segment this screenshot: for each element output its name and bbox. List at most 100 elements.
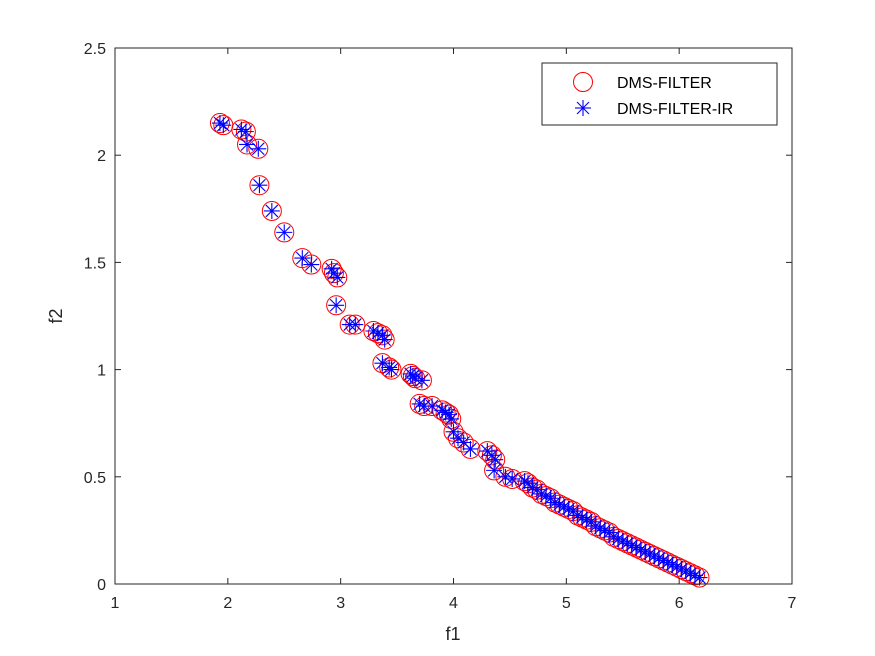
data-point-circle (209, 113, 230, 134)
data-point-asterisk (462, 440, 479, 457)
y-tick-label: 1 (97, 363, 106, 380)
data-point-circle (274, 222, 295, 243)
data-point-asterisk (668, 558, 685, 575)
data-point-asterisk (376, 331, 393, 348)
data-point-circle (323, 263, 344, 284)
data-point-asterisk (551, 496, 568, 513)
data-point-asterisk (325, 265, 342, 282)
y-tick-label: 0.5 (84, 470, 106, 487)
data-point-asterisk (556, 498, 573, 515)
data-point-asterisk (250, 140, 267, 157)
data-point-circle (367, 323, 388, 344)
data-point-circle (460, 438, 481, 459)
data-point-asterisk (605, 528, 622, 545)
legend-marker-circle (573, 72, 593, 92)
data-point-asterisk (374, 327, 391, 344)
data-point-asterisk (347, 316, 364, 333)
axes: 1 2 3 4 5 6 7 0 0.5 1 1.5 2 2.5 (84, 41, 797, 612)
data-point-asterisk (486, 462, 503, 479)
data-point-asterisk (659, 554, 676, 571)
data-point-circle (326, 295, 347, 316)
data-point-circle (379, 357, 400, 378)
data-point-asterisk (383, 361, 400, 378)
x-tick-label: 3 (336, 595, 345, 612)
legend-label: DMS-FILTER (617, 75, 712, 92)
y-tick-label: 2 (97, 148, 106, 165)
data-point-asterisk (443, 410, 460, 427)
x-tick-label: 4 (449, 595, 458, 612)
y-tick-label: 1.5 (84, 255, 106, 272)
data-point-asterisk (610, 530, 627, 547)
data-point-asterisk (487, 451, 504, 468)
data-point-asterisk (560, 500, 577, 517)
data-point-asterisk (276, 224, 293, 241)
data-point-asterisk (623, 537, 640, 554)
data-point-asterisk (237, 123, 254, 140)
data-point-asterisk (497, 468, 514, 485)
data-point-asterisk (587, 518, 604, 535)
data-point-asterisk (504, 470, 521, 487)
data-point-circle (248, 138, 269, 159)
data-point-asterisk (294, 250, 311, 267)
data-point-asterisk (483, 447, 500, 464)
data-point-asterisk (538, 488, 555, 505)
data-point-asterisk (628, 539, 645, 556)
data-point-asterisk (365, 323, 382, 340)
data-point-circle (443, 421, 464, 442)
data-point-asterisk (329, 269, 346, 286)
data-point-asterisk (328, 297, 345, 314)
data-point-asterisk (592, 520, 609, 537)
data-point-asterisk (691, 569, 708, 586)
data-point-asterisk (251, 177, 268, 194)
data-point-asterisk (440, 406, 457, 423)
y-axis-label: f2 (46, 308, 66, 323)
data-point-asterisk (650, 550, 667, 567)
legend: DMS-FILTER DMS-FILTER-IR (541, 62, 778, 126)
data-point-asterisk (547, 494, 564, 511)
data-point-asterisk (596, 522, 613, 539)
plot-area (115, 48, 792, 588)
data-point-circle (435, 402, 456, 423)
data-point-asterisk (682, 565, 699, 582)
legend-label: DMS-FILTER-IR (617, 101, 733, 118)
y-tick-label: 0 (97, 577, 106, 594)
x-tick-label: 6 (675, 595, 684, 612)
data-point-circle (235, 121, 256, 142)
x-tick-label: 2 (223, 595, 232, 612)
data-point-asterisk (263, 202, 280, 219)
data-point-asterisk (215, 117, 232, 134)
data-point-asterisk (413, 372, 430, 389)
data-point-asterisk (632, 541, 649, 558)
data-point-asterisk (303, 256, 320, 273)
data-point-asterisk (578, 511, 595, 528)
data-point-asterisk (686, 567, 703, 584)
data-point-circle (374, 329, 395, 350)
plot-background (115, 48, 792, 584)
x-tick-label: 7 (788, 595, 797, 612)
data-point-asterisk (641, 545, 658, 562)
data-point-asterisk (524, 479, 541, 496)
data-point-asterisk (569, 507, 586, 524)
data-point-asterisk (677, 563, 694, 580)
data-point-asterisk (574, 509, 591, 526)
x-tick-label: 1 (111, 595, 120, 612)
data-point-asterisk (664, 556, 681, 573)
y-tick-label: 2.5 (84, 41, 106, 58)
data-point-circle (261, 200, 282, 221)
data-point-asterisk (646, 548, 663, 565)
data-point-asterisk (655, 552, 672, 569)
data-point-circle (441, 408, 462, 429)
data-point-asterisk (411, 395, 428, 412)
data-point-asterisk (233, 121, 250, 138)
data-point-circle (327, 267, 348, 288)
data-point-asterisk (533, 485, 550, 502)
data-point-asterisk (637, 543, 654, 560)
data-point-asterisk (619, 535, 636, 552)
data-point-asterisk (673, 560, 690, 577)
x-axis-label: f1 (445, 624, 460, 644)
legend-box (541, 62, 778, 126)
data-point-circle (438, 404, 459, 425)
data-point-asterisk (239, 136, 256, 153)
data-point-circle (249, 175, 270, 196)
